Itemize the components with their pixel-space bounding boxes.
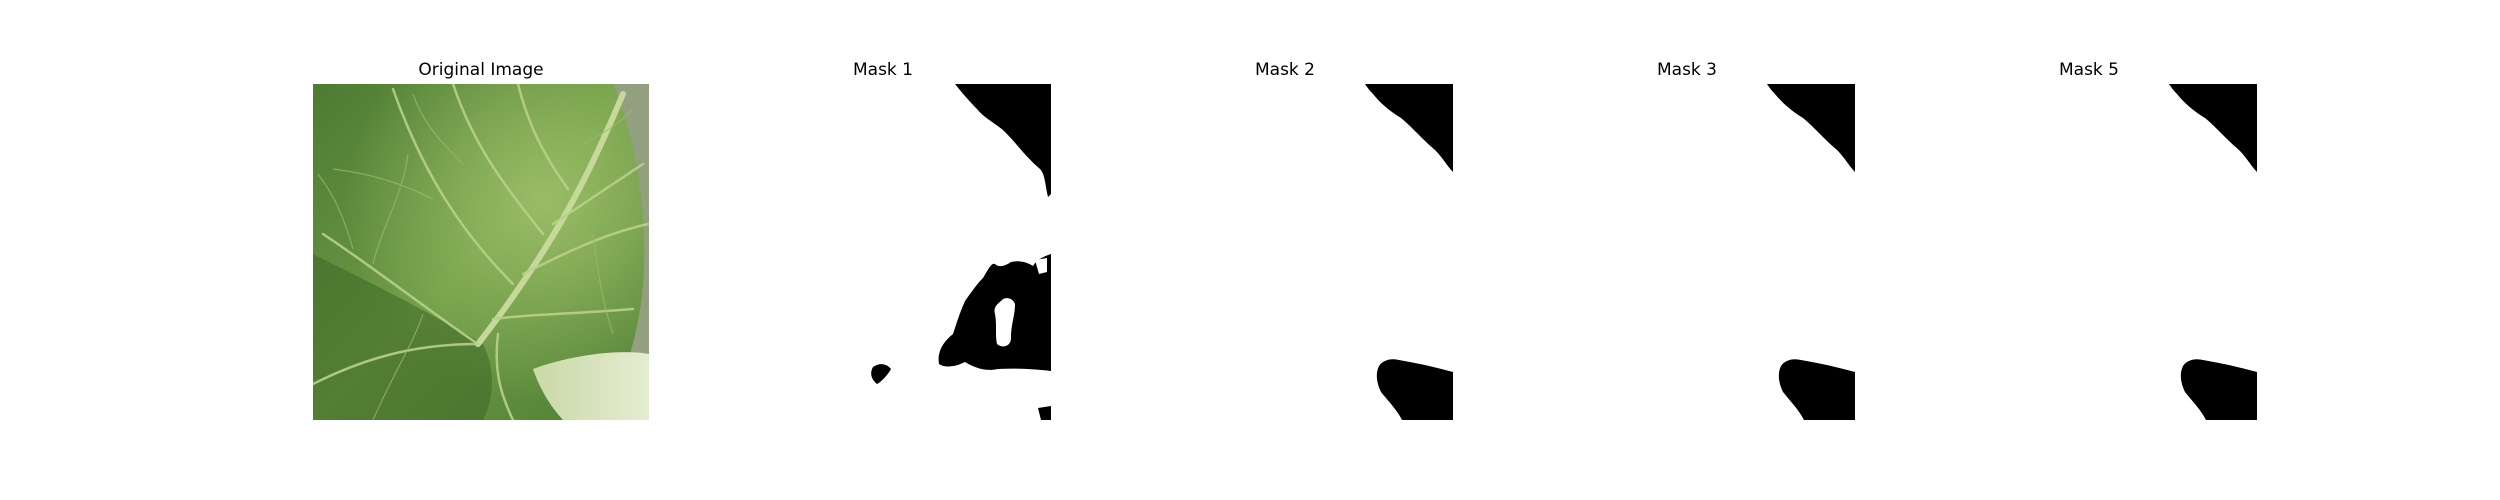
panel-title-mask-1: Mask 1 — [852, 60, 913, 80]
mask-2-image — [1117, 84, 1453, 420]
panel-title-original: Original Image — [418, 60, 544, 80]
mask-5-image — [1921, 84, 2257, 420]
mask-2-panel — [1117, 84, 1453, 420]
mask-3-image — [1519, 84, 1855, 420]
leaf-photo — [313, 84, 649, 420]
panel-title-mask-3: Mask 3 — [1656, 60, 1717, 80]
mask-1-image — [715, 84, 1051, 420]
original-image — [313, 84, 649, 420]
mask-1-panel — [715, 84, 1051, 420]
mask-5-panel — [1921, 84, 2257, 420]
panel-title-mask-5: Mask 5 — [2058, 60, 2119, 80]
panel-title-mask-2: Mask 2 — [1254, 60, 1315, 80]
mask-3-panel — [1519, 84, 1855, 420]
